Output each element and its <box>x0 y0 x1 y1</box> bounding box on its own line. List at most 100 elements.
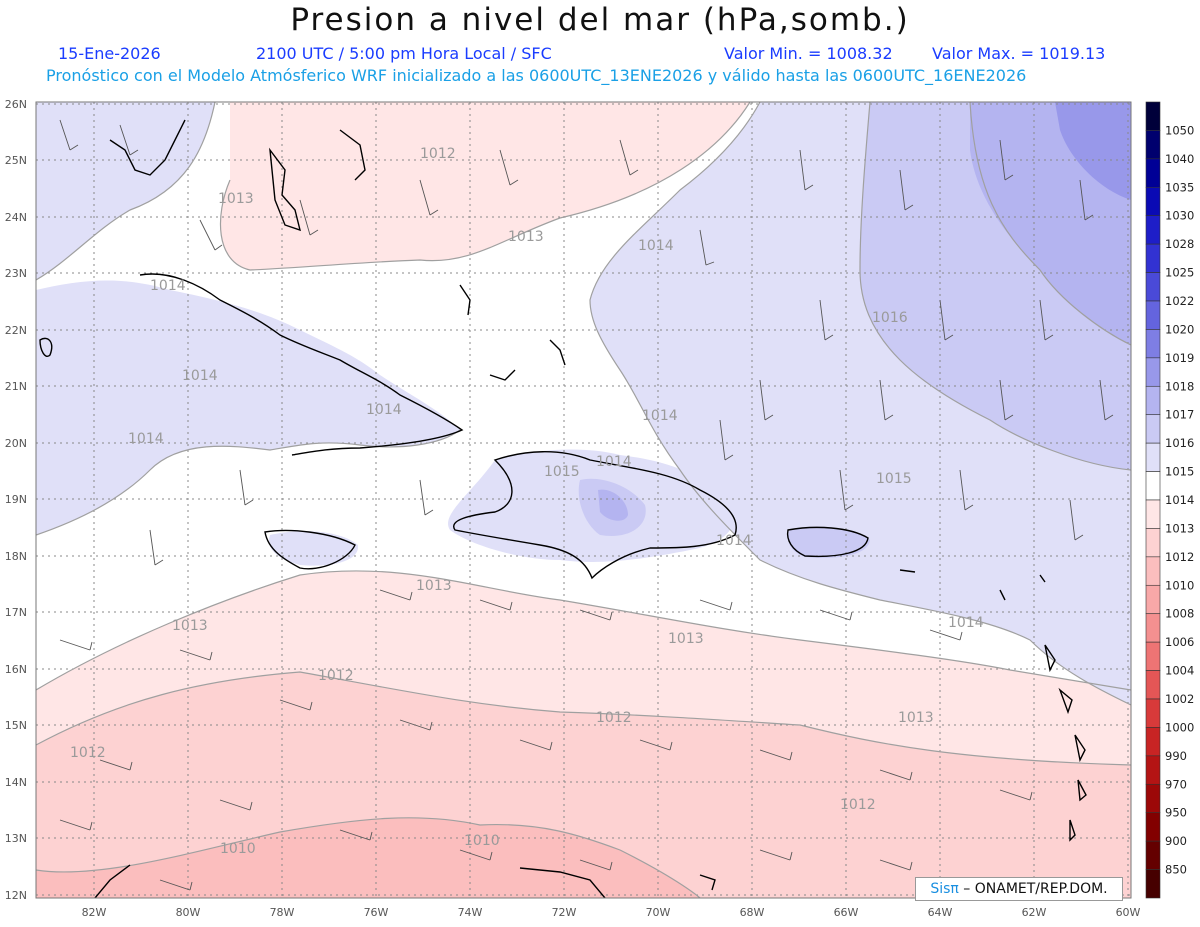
lat-axis: 26N 25N 24N 23N 22N 21N 20N 19N 18N 17N … <box>5 98 27 902</box>
legend-swatch <box>1145 186 1161 217</box>
isobar-label: 1014 <box>948 615 984 631</box>
legend-label: 1006 <box>1165 635 1194 649</box>
legend-label: 950 <box>1165 806 1187 820</box>
legend-swatch <box>1145 755 1161 785</box>
isobar-label: 1014 <box>128 431 164 447</box>
legend-label: 1000 <box>1165 720 1194 734</box>
isobar-label: 1013 <box>416 578 452 594</box>
forecast-time: 2100 UTC / 5:00 pm Hora Local / SFC <box>256 44 552 63</box>
legend-label: 850 <box>1165 863 1187 877</box>
isobar-label: 1015 <box>876 471 912 487</box>
coastlines <box>39 119 1087 898</box>
lat-tick-label: 24N <box>5 211 27 224</box>
legend-swatch <box>1145 101 1161 131</box>
legend-swatch <box>1145 584 1161 615</box>
legend-swatch <box>1145 783 1161 814</box>
lon-tick-label: 76W <box>364 906 389 919</box>
lat-tick-label: 23N <box>5 267 27 280</box>
min-value: Valor Min. = 1008.32 <box>724 44 893 63</box>
lon-tick-label: 64W <box>928 906 953 919</box>
lat-tick-label: 15N <box>5 719 27 732</box>
isobar-label: 1013 <box>172 618 208 634</box>
lat-tick-label: 18N <box>5 550 27 563</box>
legend-label: 900 <box>1165 834 1187 848</box>
max-value: Valor Max. = 1019.13 <box>932 44 1106 63</box>
isobar-labels: 1012 1013 1013 1014 1014 1016 1014 1014 … <box>70 146 984 857</box>
legend-label: 970 <box>1165 777 1187 791</box>
legend-swatch <box>1145 471 1161 501</box>
lat-tick-label: 13N <box>5 832 27 845</box>
lon-tick-label: 74W <box>458 906 483 919</box>
legend-label: 1013 <box>1165 521 1194 535</box>
wind-barbs <box>59 119 1114 891</box>
lat-tick-label: 19N <box>5 493 27 506</box>
lat-tick-label: 12N <box>5 889 27 902</box>
legend-label: 1015 <box>1165 465 1194 479</box>
lat-tick-label: 20N <box>5 437 27 450</box>
legend-swatch <box>1145 869 1161 899</box>
legend-swatch <box>1145 556 1161 586</box>
legend-label: 1008 <box>1165 607 1194 621</box>
isobar-label: 1016 <box>872 310 908 326</box>
legend-label: 1040 <box>1165 152 1194 166</box>
legend-swatch <box>1145 812 1161 842</box>
map-frame <box>35 101 1132 899</box>
legend-label: 990 <box>1165 749 1187 763</box>
legend-label: 1004 <box>1165 664 1194 678</box>
lon-tick-label: 80W <box>176 906 201 919</box>
isobar-label: 1013 <box>898 710 934 726</box>
legend-label: 1014 <box>1165 493 1194 507</box>
model-description: Pronóstico con el Modelo Atmósferico WRF… <box>46 66 1027 85</box>
legend-label: 1028 <box>1165 237 1194 251</box>
lon-axis: 82W 80W 78W 76W 74W 72W 70W 68W 66W 64W … <box>82 906 1141 919</box>
isobar-label: 1013 <box>508 229 544 245</box>
legend-swatch <box>1145 215 1161 245</box>
legend-label: 1025 <box>1165 266 1194 280</box>
legend-label: 1010 <box>1165 578 1194 592</box>
isobar-label: 1014 <box>642 408 678 424</box>
isobar-label: 1013 <box>668 631 704 647</box>
legend-swatch <box>1145 840 1161 870</box>
isobar-label: 1015 <box>544 464 580 480</box>
isobars <box>36 102 1131 898</box>
legend-swatch <box>1145 329 1161 359</box>
legend-label: 1016 <box>1165 436 1194 450</box>
isobar-label: 1010 <box>464 833 500 849</box>
page-title: Presion a nivel del mar (hPa,somb.) <box>290 2 910 38</box>
lat-tick-label: 22N <box>5 324 27 337</box>
lat-tick-label: 14N <box>5 776 27 789</box>
legend-swatch <box>1145 727 1161 757</box>
lon-tick-label: 82W <box>82 906 107 919</box>
legend-label: 1030 <box>1165 209 1194 223</box>
legend-label: 1012 <box>1165 550 1194 564</box>
legend-swatch <box>1145 698 1161 728</box>
isobar-label: 1012 <box>596 710 632 726</box>
isobar-label: 1014 <box>366 402 402 418</box>
legend-swatch <box>1145 442 1161 472</box>
isobar-label: 1010 <box>220 841 256 857</box>
isobar-label: 1012 <box>420 146 456 162</box>
isobar-label: 1012 <box>318 668 354 684</box>
lon-tick-label: 72W <box>552 906 577 919</box>
color-legend: 1050 1040 1035 1030 1028 1025 1022 1020 1019 1018… <box>1145 101 1194 899</box>
lon-tick-label: 60W <box>1116 906 1141 919</box>
lat-tick-label: 21N <box>5 380 27 393</box>
isobar-label: 1013 <box>218 191 254 207</box>
lat-tick-label: 25N <box>5 154 27 167</box>
legend-label: 1018 <box>1165 379 1194 393</box>
lon-tick-label: 70W <box>646 906 671 919</box>
legend-swatch <box>1145 641 1161 671</box>
lon-tick-label: 68W <box>740 906 765 919</box>
isobar-label: 1012 <box>840 797 876 813</box>
legend-label: 1035 <box>1165 180 1194 194</box>
lon-tick-label: 78W <box>270 906 295 919</box>
isobar-label: 1014 <box>716 533 752 549</box>
legend-swatch <box>1145 414 1161 444</box>
legend-swatch <box>1145 272 1161 302</box>
lon-tick-label: 62W <box>1022 906 1047 919</box>
lon-tick-label: 66W <box>834 906 859 919</box>
legend-swatch <box>1145 130 1161 160</box>
legend-swatch <box>1145 499 1161 529</box>
lat-tick-label: 17N <box>5 606 27 619</box>
